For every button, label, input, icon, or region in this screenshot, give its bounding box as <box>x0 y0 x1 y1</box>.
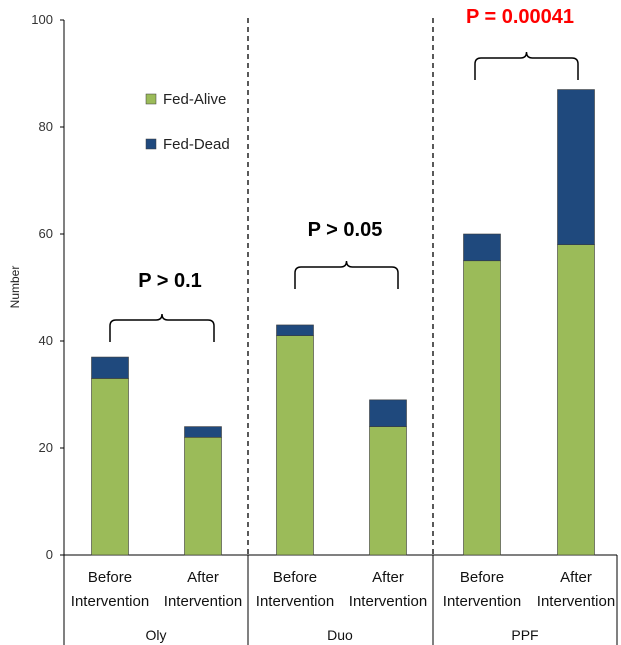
category-label-line1: Before <box>460 569 504 586</box>
y-tick-label: 40 <box>39 333 53 348</box>
bar-segment-fed-dead <box>369 399 407 427</box>
bar-segment-fed-dead <box>463 233 501 262</box>
y-axis-title: Number <box>8 266 22 309</box>
y-tick-label: 20 <box>39 440 53 455</box>
y-tick-label: 80 <box>39 119 53 134</box>
bar-segment-fed-dead <box>557 89 595 245</box>
group-label: Oly <box>146 627 167 643</box>
bar-segment-fed-alive <box>557 244 595 556</box>
bar-segment-fed-alive <box>91 378 129 556</box>
legend-label-fed-alive: Fed-Alive <box>163 91 226 108</box>
y-tick-label: 60 <box>39 226 53 241</box>
legend-swatch-fed-dead <box>145 138 157 150</box>
category-label-line2: Intervention <box>164 593 242 610</box>
category-label-line1: Before <box>273 569 317 586</box>
bars <box>91 89 595 556</box>
bar-segment-fed-alive <box>369 426 407 556</box>
significance-bracket <box>294 260 399 289</box>
bar-segment-fed-alive <box>184 436 222 556</box>
significance-brackets: P > 0.1 P > 0.05 P = 0.00041 <box>109 6 579 342</box>
category-label-line2: Intervention <box>349 593 427 610</box>
significance-bracket <box>109 313 215 342</box>
category-labels: Before Intervention After Intervention Befor… <box>71 569 615 610</box>
p-value-label: P > 0.1 <box>138 270 202 292</box>
category-label-line2: Intervention <box>256 593 334 610</box>
category-label-line2: Intervention <box>443 593 521 610</box>
legend-label-fed-dead: Fed-Dead <box>163 136 230 153</box>
group-label: Duo <box>327 627 353 643</box>
legend-swatch-fed-alive <box>145 93 157 105</box>
bar-segment-fed-dead <box>184 426 222 438</box>
legend: Fed-Alive Fed-Dead <box>145 91 230 153</box>
y-tick-label: 0 <box>46 547 53 562</box>
category-label-line2: Intervention <box>71 593 149 610</box>
group-label: PPF <box>511 627 538 643</box>
bar-segment-fed-dead <box>276 324 314 336</box>
category-label-line1: After <box>560 569 592 586</box>
bar-segment-fed-dead <box>91 356 129 379</box>
bar-segment-fed-alive <box>463 260 501 556</box>
p-value-label: P = 0.00041 <box>466 6 574 28</box>
group-labels: Oly Duo PPF <box>146 627 539 643</box>
significance-bracket <box>474 51 579 80</box>
y-ticks: 0 20 40 60 80 100 <box>31 12 64 562</box>
category-label-line1: After <box>187 569 219 586</box>
category-label-line2: Intervention <box>537 593 615 610</box>
bar-segment-fed-alive <box>276 335 314 556</box>
p-value-label: P > 0.05 <box>308 219 383 241</box>
category-label-line1: After <box>372 569 404 586</box>
y-tick-label: 100 <box>31 12 53 27</box>
category-label-line1: Before <box>88 569 132 586</box>
